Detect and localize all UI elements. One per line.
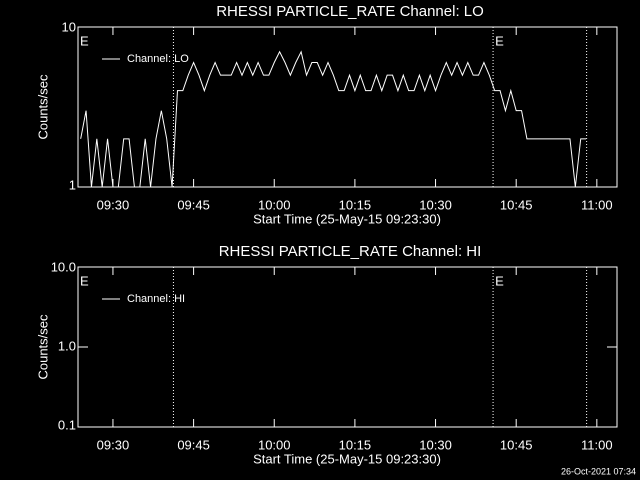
chart-title: RHESSI PARTICLE_RATE Channel: HI: [219, 243, 482, 260]
x-tick-label: 11:00: [581, 197, 613, 212]
y-tick-label: 1: [69, 177, 76, 192]
x-tick-label: 10:30: [419, 437, 452, 452]
event-label: E: [80, 33, 89, 48]
chart-title: RHESSI PARTICLE_RATE Channel: LO: [216, 3, 484, 20]
event-label: E: [80, 273, 89, 288]
data-line: [80, 50, 587, 188]
x-tick-label: 10:15: [339, 197, 372, 212]
event-label: E: [495, 33, 504, 48]
plot-frame: [77, 266, 618, 428]
plot-frame: [77, 26, 618, 188]
x-tick-label: 09:30: [97, 437, 130, 452]
x-tick-label: 10:45: [500, 197, 533, 212]
x-tick-label: 10:30: [419, 197, 452, 212]
y-axis-label: Counts/sec: [35, 314, 50, 380]
event-label: E: [495, 273, 504, 288]
x-tick-label: 10:45: [500, 437, 533, 452]
y-tick-label: 10: [62, 19, 76, 34]
x-axis-label: Start Time (25-May-15 09:23:30): [253, 211, 441, 226]
timestamp: 26-Oct-2021 07:34: [561, 466, 636, 476]
x-tick-label: 10:15: [339, 437, 372, 452]
legend-label: Channel: HI: [127, 293, 185, 305]
y-tick-label: 1.0: [58, 338, 76, 353]
y-axis-label: Counts/sec: [35, 74, 50, 140]
legend-label: Channel: LO: [127, 53, 189, 65]
y-tick-label: 0.1: [58, 417, 76, 432]
x-axis-label: Start Time (25-May-15 09:23:30): [253, 451, 441, 466]
x-tick-label: 10:00: [258, 197, 291, 212]
x-tick-label: 09:45: [177, 197, 210, 212]
y-tick-label: 10.0: [51, 259, 76, 274]
x-tick-label: 11:00: [581, 437, 613, 452]
x-tick-label: 09:30: [97, 197, 130, 212]
x-tick-label: 09:45: [177, 437, 210, 452]
x-tick-label: 10:00: [258, 437, 291, 452]
